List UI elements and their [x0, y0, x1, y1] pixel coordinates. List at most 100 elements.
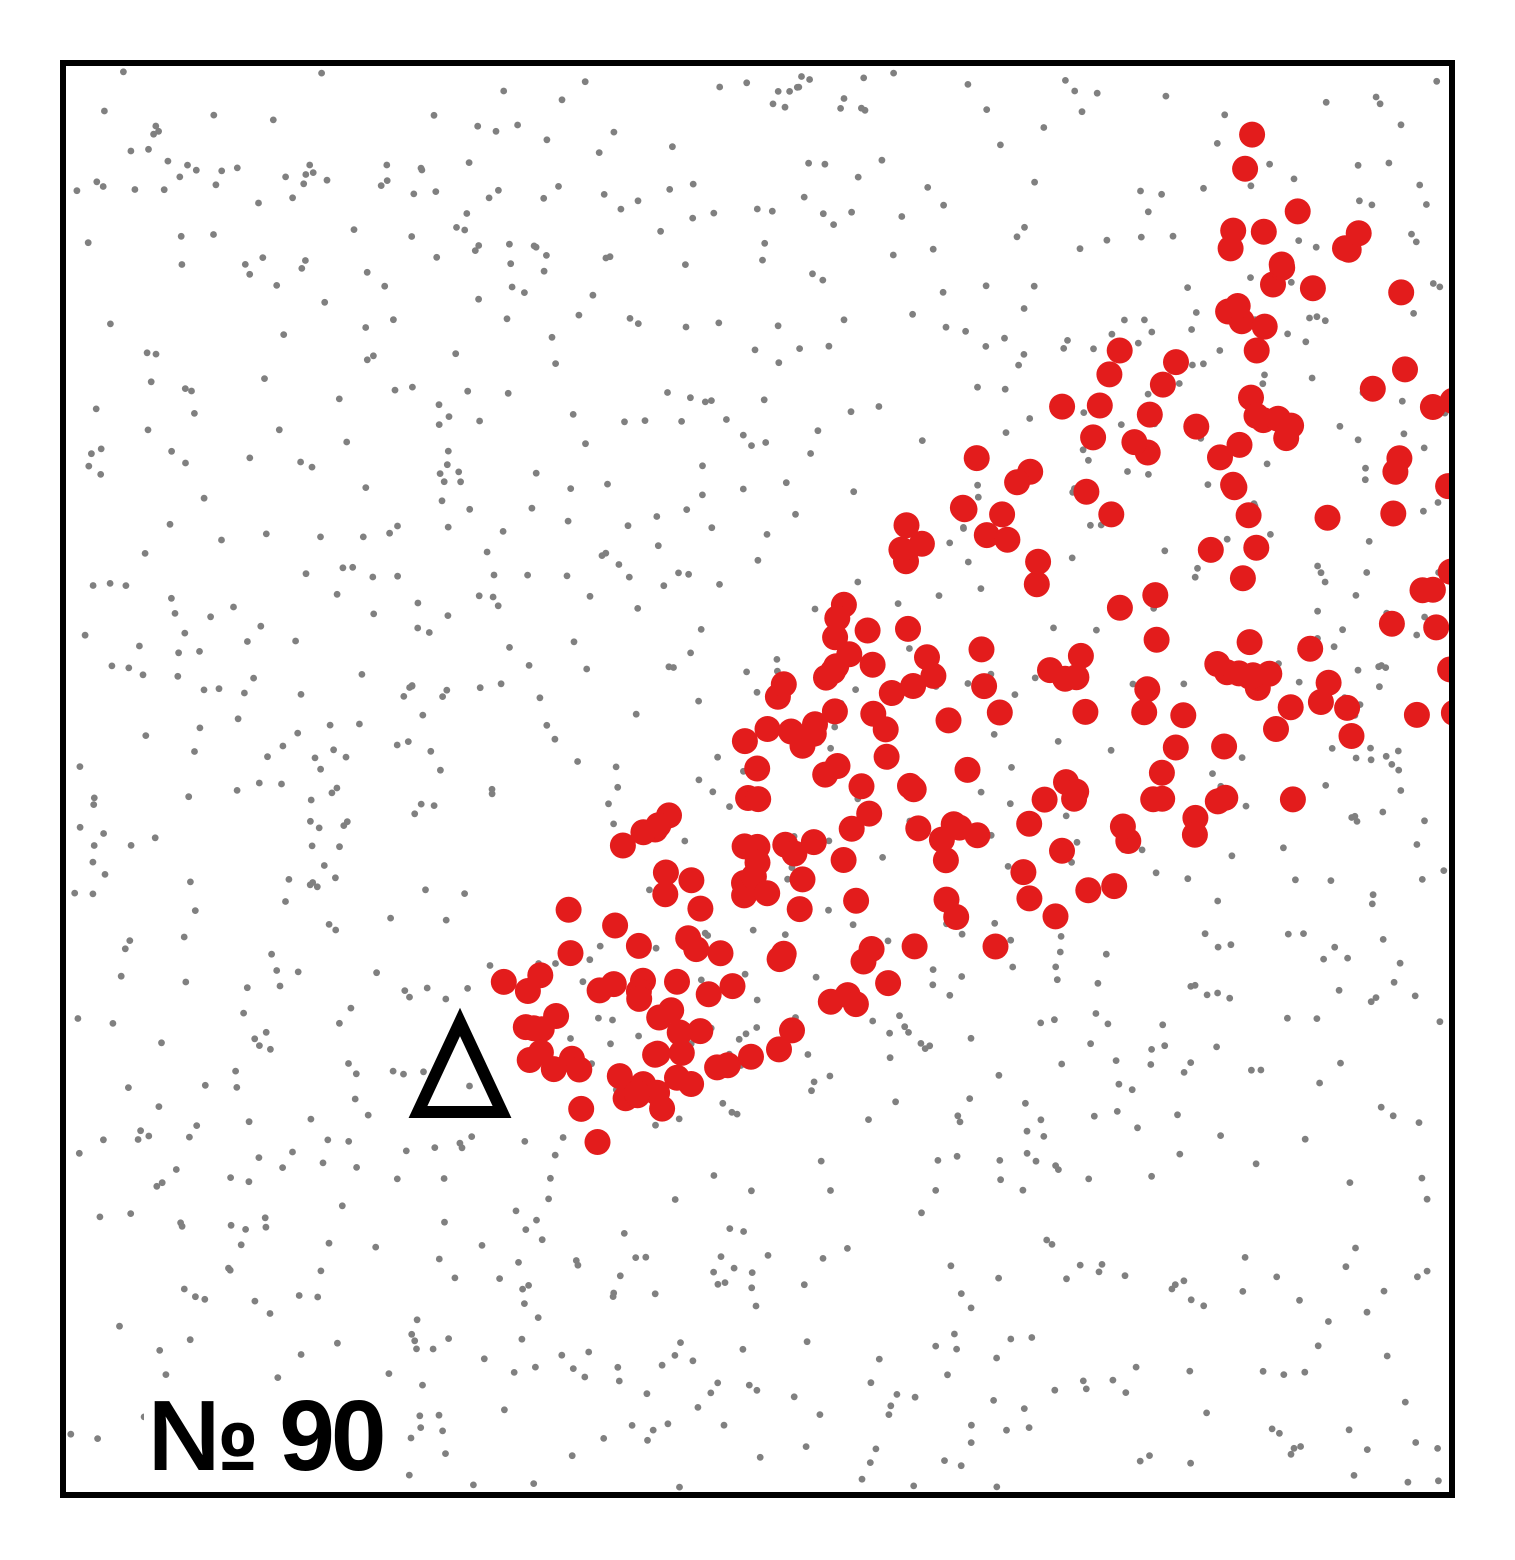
noise-dot [764, 1252, 772, 1259]
noise-dot [372, 1243, 380, 1251]
noise-dot [844, 1245, 851, 1252]
cluster-dot [1307, 689, 1334, 715]
noise-dot [201, 1295, 209, 1303]
noise-dot [809, 270, 816, 278]
noise-dot [714, 753, 721, 761]
noise-dot [240, 1009, 248, 1017]
noise-dot [122, 582, 130, 589]
noise-dot [76, 823, 84, 831]
noise-dot [1301, 1135, 1309, 1143]
noise-dot [444, 447, 452, 455]
noise-dot [614, 783, 622, 791]
cluster-dot [1163, 349, 1189, 376]
noise-dot [1050, 624, 1057, 632]
noise-dot [1093, 626, 1100, 634]
noise-dot [278, 780, 285, 788]
noise-dot [356, 720, 363, 728]
noise-dot [1174, 1111, 1181, 1119]
noise-dot [1107, 746, 1115, 754]
noise-dot [598, 552, 606, 559]
noise-dot [1372, 93, 1380, 101]
noise-dot [1312, 243, 1320, 251]
cluster-dot [1392, 356, 1418, 383]
cluster-dot [901, 933, 928, 960]
noise-dot [1436, 283, 1444, 291]
noise-dot [644, 1436, 651, 1444]
noise-dot [1175, 380, 1183, 387]
cluster-dot [652, 859, 679, 886]
noise-dot [1020, 305, 1028, 312]
noise-dot [1095, 1268, 1103, 1276]
noise-dot [1379, 808, 1387, 816]
noise-dot [1361, 476, 1369, 484]
cluster-dot [1016, 885, 1043, 912]
noise-dot [894, 600, 902, 607]
noise-dot [234, 715, 242, 723]
noise-dot [444, 612, 452, 619]
cluster-dot [1226, 431, 1253, 458]
noise-dot [886, 1029, 893, 1037]
noise-dot [624, 522, 632, 530]
noise-dot [501, 1406, 508, 1414]
cluster-dot [964, 822, 991, 849]
noise-dot [1117, 421, 1125, 428]
cluster-dot [704, 1054, 731, 1081]
noise-dot [726, 803, 733, 810]
noise-dot [944, 1371, 951, 1379]
noise-dot [336, 843, 343, 851]
noise-dot [996, 1157, 1004, 1164]
noise-dot [954, 1112, 962, 1120]
noise-dot [748, 1284, 756, 1292]
noise-dot [162, 1371, 170, 1378]
noise-dot [715, 319, 723, 327]
noise-dot [641, 417, 649, 424]
noise-dot [377, 182, 385, 189]
noise-dot [315, 824, 323, 832]
noise-dot [604, 480, 611, 488]
noise-dot [849, 921, 857, 929]
noise-dot [714, 1379, 722, 1387]
noise-dot [1412, 1439, 1420, 1446]
noise-dot [964, 558, 972, 566]
noise-dot [332, 874, 339, 882]
noise-dot [475, 592, 483, 600]
noise-dot [840, 95, 848, 102]
noise-dot [187, 878, 194, 886]
noise-dot [1162, 92, 1170, 100]
noise-dot [362, 484, 370, 491]
cluster-dot [820, 658, 847, 685]
noise-dot [739, 431, 747, 439]
noise-dot [753, 1024, 761, 1031]
noise-dot [279, 1164, 286, 1171]
noise-dot [192, 166, 200, 174]
noise-dot [677, 1339, 684, 1346]
noise-dot [929, 981, 937, 989]
cluster-dot [695, 981, 722, 1008]
noise-dot [127, 1210, 135, 1217]
cluster-dot [1243, 337, 1270, 364]
cluster-dot [878, 680, 905, 706]
noise-dot [977, 585, 985, 592]
cluster-dot [624, 1080, 650, 1107]
noise-dot [721, 1279, 729, 1286]
noise-dot [302, 171, 310, 178]
noise-dot [414, 599, 422, 607]
noise-dot [967, 1439, 975, 1446]
noise-dot [929, 966, 937, 973]
noise-dot [875, 1355, 883, 1363]
noise-dot [321, 298, 329, 306]
noise-dot [466, 1082, 473, 1090]
noise-dot [359, 533, 367, 541]
noise-dot [241, 261, 249, 268]
noise-dot [1321, 317, 1329, 325]
noise-dot [1400, 430, 1408, 438]
noise-dot [97, 471, 105, 478]
noise-dot [1184, 284, 1191, 291]
noise-dot [137, 1127, 144, 1135]
cluster-dot [779, 1017, 805, 1044]
cluster-dot [644, 1040, 671, 1067]
noise-dot [536, 694, 544, 702]
noise-dot [1314, 1342, 1322, 1350]
cluster-dot [540, 1056, 567, 1083]
noise-dot [564, 517, 572, 525]
